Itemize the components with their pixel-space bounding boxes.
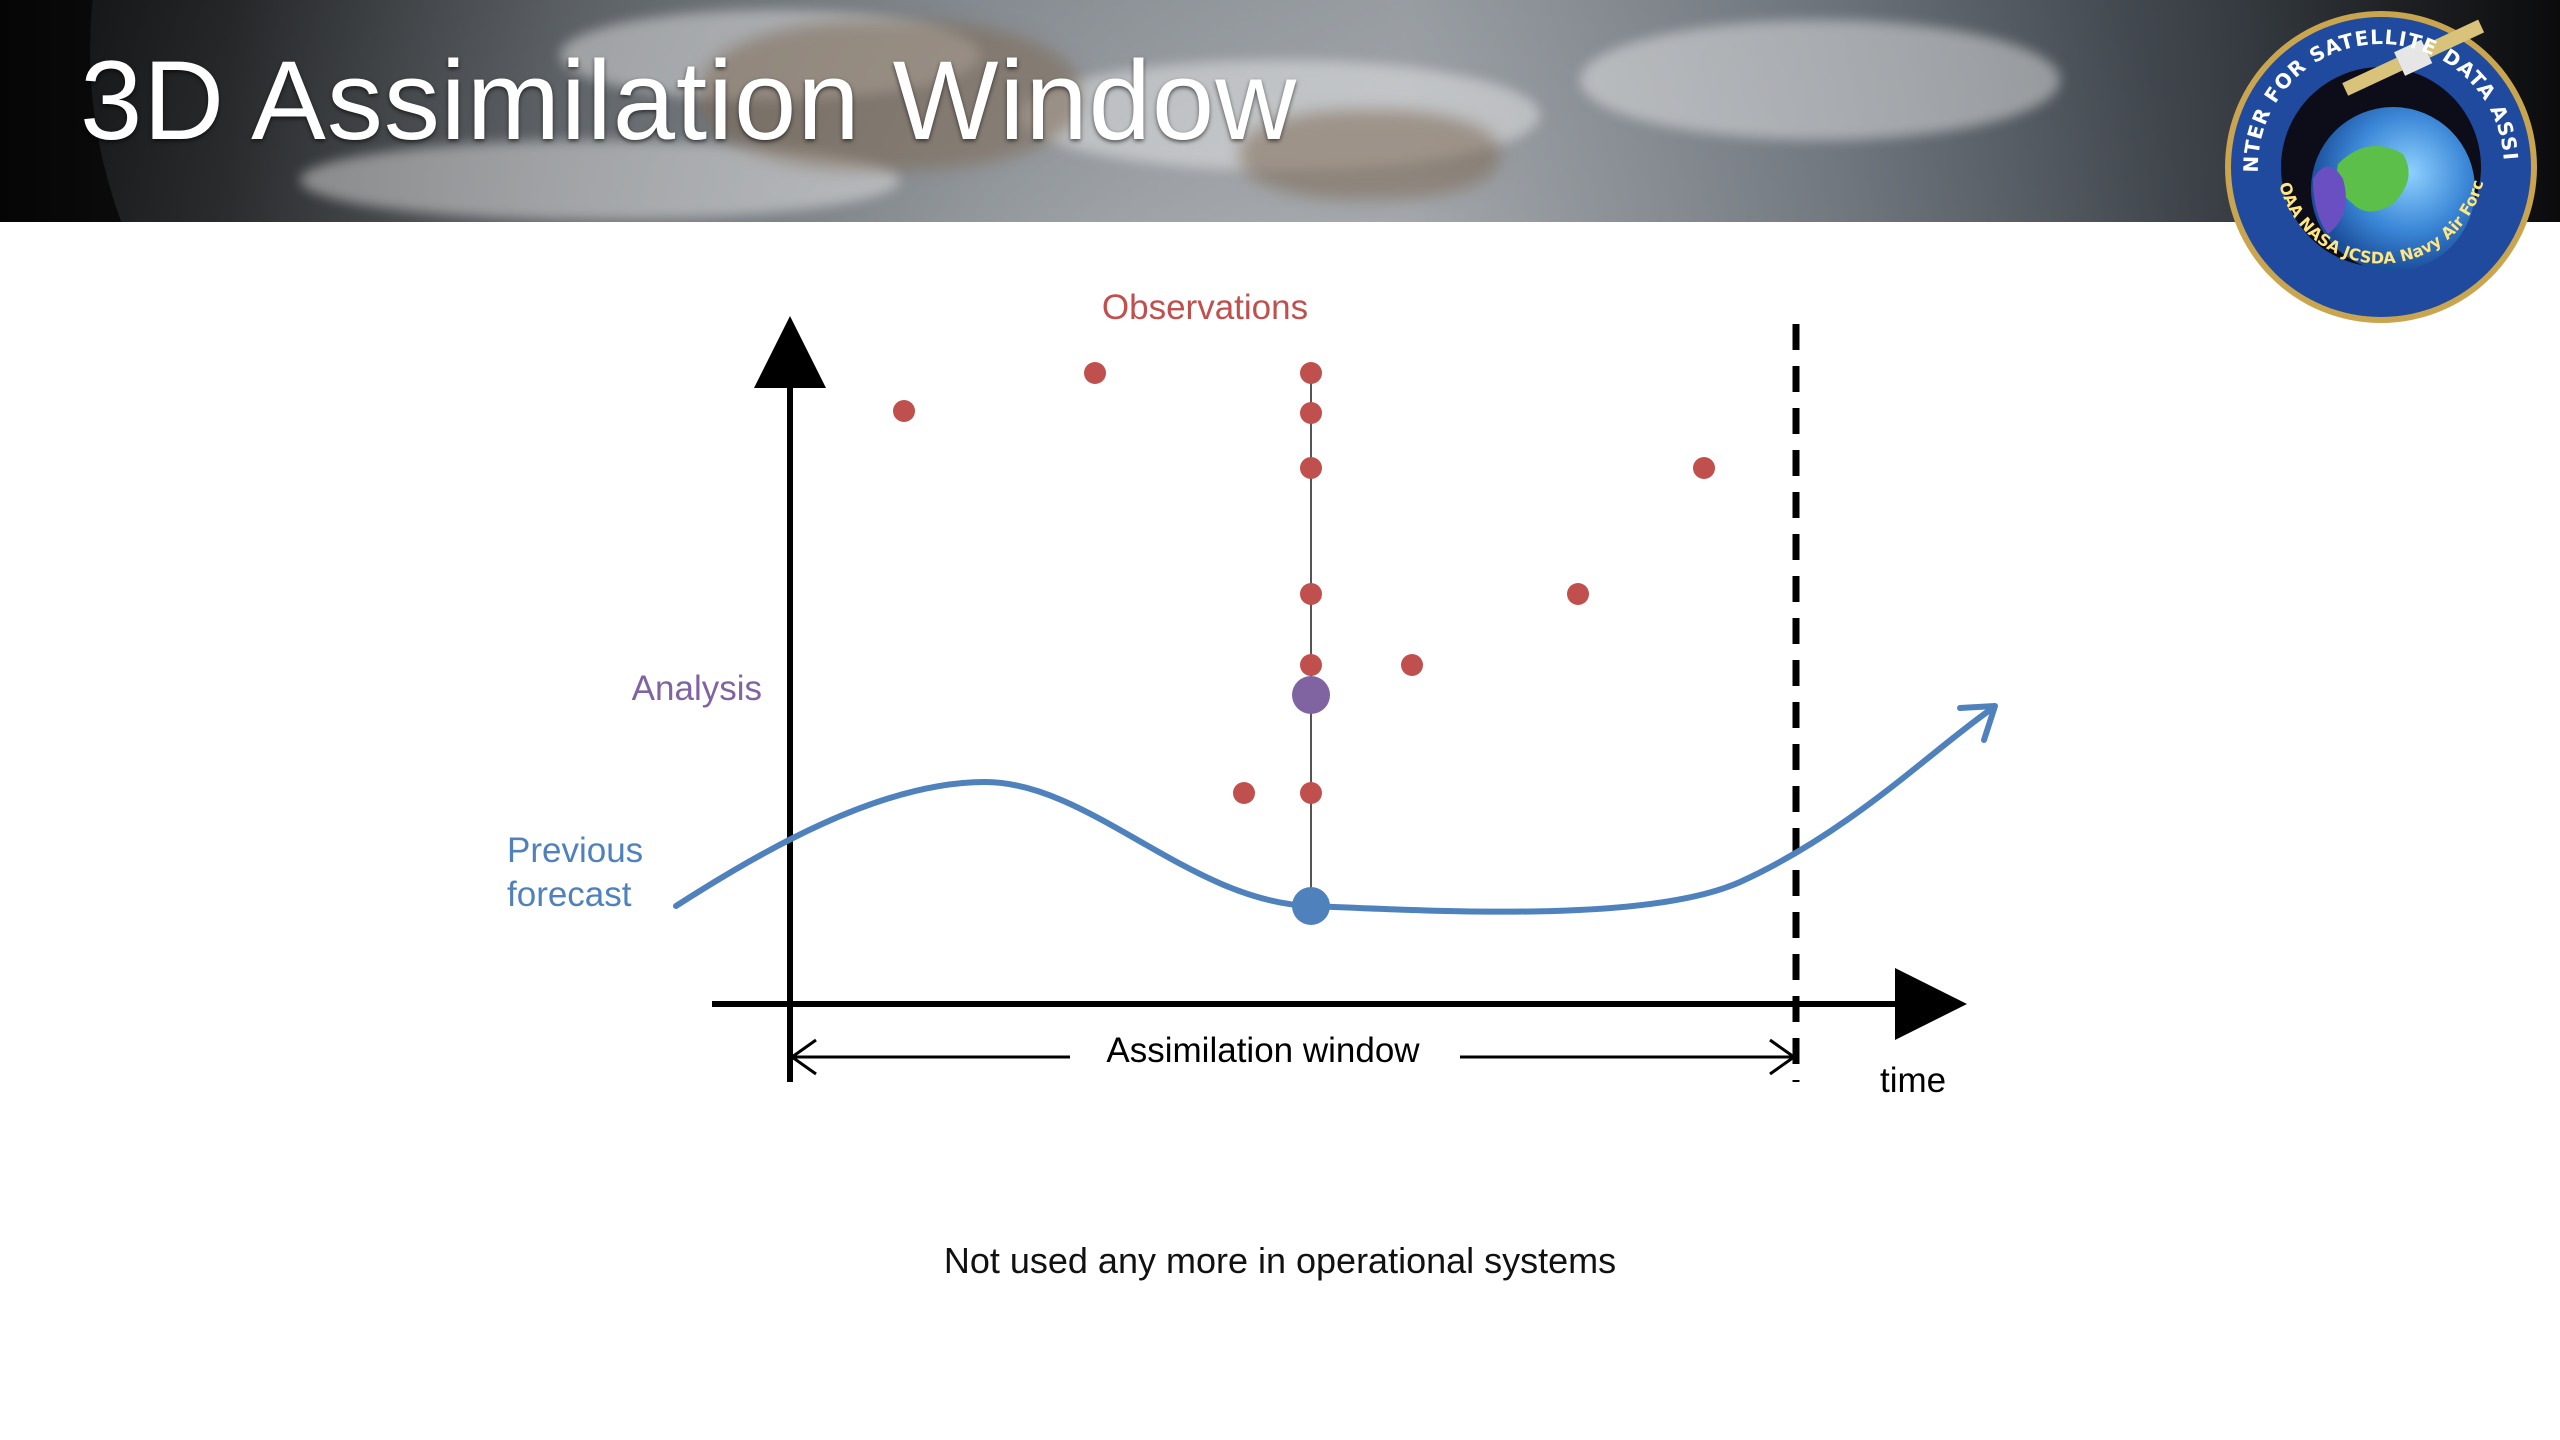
- arrowhead-right-icon: [1769, 1038, 1797, 1076]
- observation-point: [1693, 457, 1715, 479]
- analysis-point: [1292, 676, 1330, 714]
- cloud-band: [1580, 20, 2060, 140]
- observation-point: [1567, 583, 1589, 605]
- arrowhead-left-icon: [789, 1038, 817, 1076]
- time-axis-label: time: [1880, 1061, 1946, 1100]
- observation-point: [1300, 402, 1322, 424]
- continent-shape: [1240, 110, 1500, 200]
- observation-point: [1084, 362, 1106, 384]
- forecast-point: [1292, 887, 1330, 925]
- observation-point: [1300, 583, 1322, 605]
- forecast-arrowhead-icon: [1957, 703, 1998, 743]
- previous-forecast-label-line2: forecast: [507, 875, 632, 914]
- slide-title: 3D Assimilation Window: [80, 38, 1298, 163]
- previous-forecast-label-line1: Previous: [507, 831, 643, 870]
- observation-point: [1233, 782, 1255, 804]
- continent-shape: [700, 20, 1080, 170]
- observation-point: [1300, 362, 1322, 384]
- satellite-icon: [2342, 19, 2485, 96]
- footer-note: Not used any more in operational systems: [943, 1240, 1617, 1281]
- observations-label: Observations: [1102, 288, 1308, 327]
- jcsda-logo: JOINT CENTER FOR SATELLITE DATA ASSIMILA…: [2218, 4, 2537, 323]
- assimilation-window-label: Assimilation window: [1106, 1031, 1420, 1070]
- observation-point: [893, 400, 915, 422]
- assimilation-diagram: Observations Analysis Previous forecast …: [507, 288, 1998, 1100]
- header-banner: 3D Assimilation Window: [0, 0, 2560, 222]
- analysis-label: Analysis: [632, 669, 762, 708]
- earth-background: [90, 0, 2440, 222]
- observation-point: [1300, 654, 1322, 676]
- observation-point: [1401, 654, 1423, 676]
- landmass-icon: [2337, 146, 2409, 212]
- observation-point: [1300, 457, 1322, 479]
- observation-points: [893, 362, 1715, 804]
- observation-point: [1300, 782, 1322, 804]
- landmass-icon: [2313, 166, 2346, 234]
